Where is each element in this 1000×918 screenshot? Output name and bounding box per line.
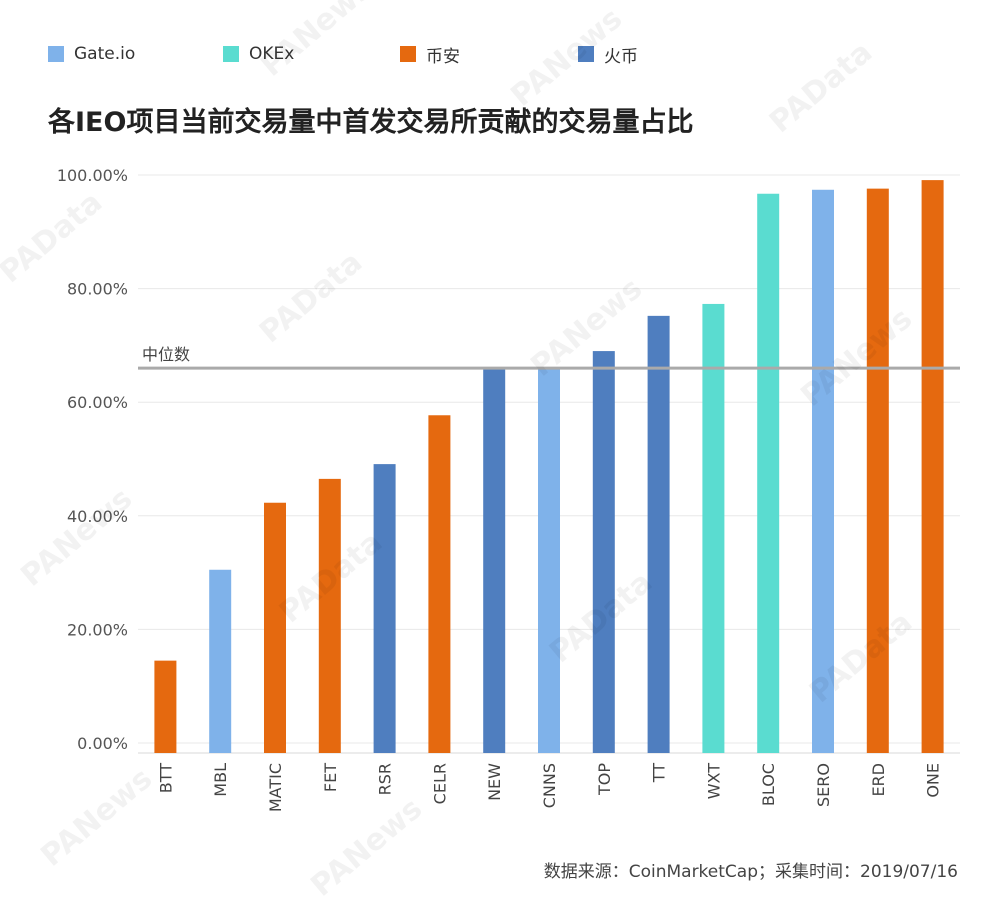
bar <box>483 369 506 753</box>
x-tick-label: TT <box>650 763 669 783</box>
bar <box>428 415 451 753</box>
x-tick-label: BTT <box>156 763 175 793</box>
y-tick-label: 60.00% <box>67 393 128 412</box>
legend-item-binance: 币安 <box>400 40 460 68</box>
bar <box>592 351 615 753</box>
chart-title: 各IEO项目当前交易量中首发交易所贡献的交易量占比 <box>48 107 694 138</box>
x-tick-label: MBL <box>211 763 230 797</box>
median-label: 中位数 <box>142 345 190 364</box>
x-tick-label: WXT <box>704 763 723 800</box>
x-tick-label: FET <box>321 763 340 792</box>
bar <box>264 502 286 753</box>
bar <box>154 660 177 753</box>
legend-swatch-huobi <box>578 46 594 62</box>
legend-label-okex: OKEx <box>249 44 295 64</box>
legend-label-huobi: 火币 <box>604 46 638 67</box>
bar <box>209 569 232 753</box>
y-tick-label: 20.00% <box>67 620 128 639</box>
x-tick-label: ONE <box>924 763 943 798</box>
legend-item-huobi: 火币 <box>578 40 638 68</box>
bar <box>757 193 780 753</box>
bar <box>866 188 889 753</box>
legend-label-binance: 币安 <box>426 46 460 67</box>
x-tick-label: NEW <box>485 763 504 801</box>
y-tick-label: 0.00% <box>77 734 128 753</box>
x-tick-label: MATIC <box>266 763 285 812</box>
legend-swatch-gateio <box>48 46 64 62</box>
legend: Gate.io OKEx 币安 火币 <box>48 40 748 68</box>
x-tick-label: RSR <box>376 763 395 795</box>
y-tick-label: 40.00% <box>67 507 128 526</box>
bar <box>702 303 725 753</box>
legend-swatch-binance <box>400 46 416 62</box>
y-tick-label: 100.00% <box>57 166 128 185</box>
bar <box>921 180 944 753</box>
legend-item-okex: OKEx <box>223 40 294 68</box>
x-tick-label: CELR <box>430 763 449 804</box>
bar <box>538 368 560 753</box>
bar <box>812 189 834 753</box>
bar <box>318 478 341 753</box>
x-tick-label: BLOC <box>759 763 778 806</box>
legend-swatch-okex <box>223 46 239 62</box>
bar <box>373 464 396 753</box>
x-tick-label: TOP <box>595 763 614 796</box>
x-tick-label: SERO <box>814 763 833 807</box>
bar <box>647 315 670 753</box>
legend-item-gateio: Gate.io <box>48 40 135 68</box>
legend-label-gateio: Gate.io <box>74 44 136 64</box>
x-tick-label: ERD <box>869 763 888 797</box>
x-tick-label: CNNS <box>540 763 559 808</box>
source-note: 数据来源：CoinMarketCap；采集时间：2019/07/16 <box>543 862 958 882</box>
y-tick-label: 80.00% <box>67 280 128 299</box>
